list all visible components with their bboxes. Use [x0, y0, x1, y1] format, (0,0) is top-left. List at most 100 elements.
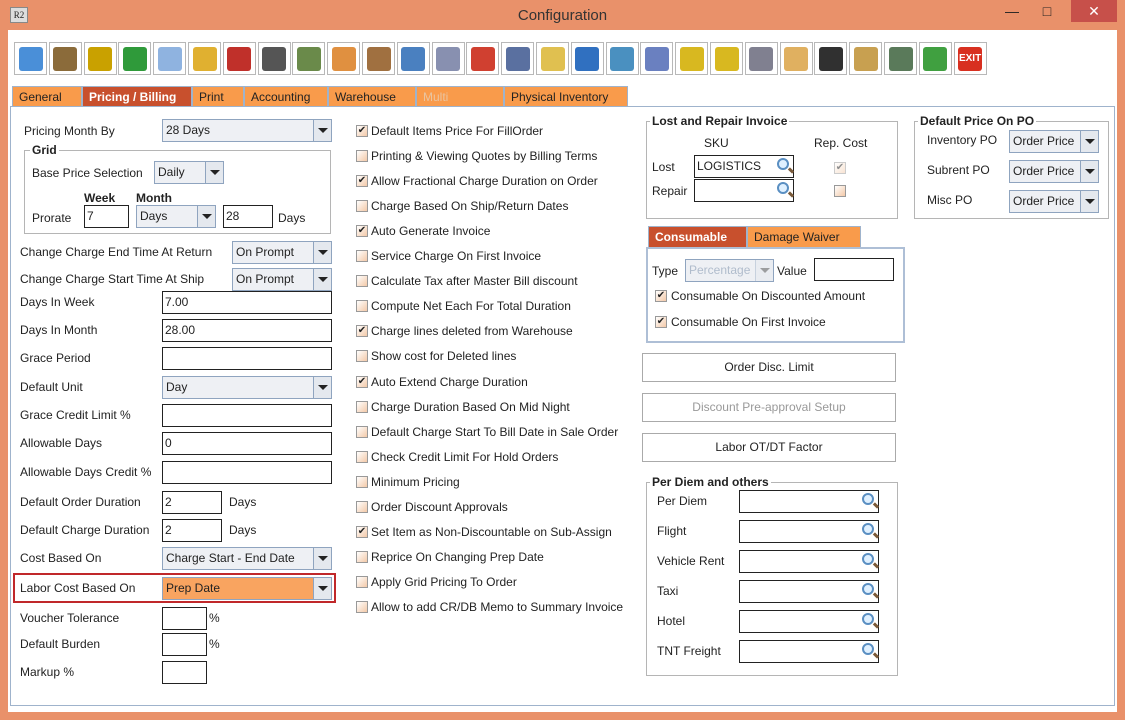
- days-in-week-input[interactable]: 7.00: [162, 291, 332, 314]
- search-icon[interactable]: [862, 583, 874, 595]
- option-checkbox[interactable]: ✔: [356, 175, 368, 188]
- po-price-select[interactable]: Order Price: [1009, 160, 1099, 183]
- toolbar-button[interactable]: [362, 42, 395, 75]
- toolbar-button[interactable]: [118, 42, 152, 75]
- search-icon[interactable]: [777, 182, 789, 194]
- per-diem-input[interactable]: [739, 580, 879, 603]
- search-icon[interactable]: [777, 158, 789, 170]
- toolbar-button[interactable]: [153, 42, 187, 75]
- days-in-month-input[interactable]: 28.00: [162, 319, 332, 342]
- tab-print[interactable]: Print: [192, 86, 244, 107]
- option-checkbox[interactable]: [356, 350, 368, 363]
- order-disc-limit-button[interactable]: Order Disc. Limit: [642, 353, 896, 382]
- toolbar-button[interactable]: [536, 42, 569, 75]
- grace-period-input[interactable]: [162, 347, 332, 370]
- po-price-select[interactable]: Order Price: [1009, 130, 1099, 153]
- toolbar-button[interactable]: [501, 42, 535, 75]
- toolbar-button[interactable]: [431, 42, 465, 75]
- po-price-select[interactable]: Order Price: [1009, 190, 1099, 213]
- cost-based-on-select[interactable]: Charge Start - End Date: [162, 547, 332, 570]
- option-checkbox[interactable]: [356, 250, 368, 263]
- option-checkbox[interactable]: [356, 475, 368, 488]
- toolbar-button[interactable]: [327, 42, 361, 75]
- per-diem-input[interactable]: [739, 490, 879, 513]
- option-checkbox[interactable]: [356, 600, 368, 613]
- start-time-select[interactable]: On Prompt: [232, 268, 332, 291]
- option-checkbox[interactable]: ✔: [356, 325, 368, 338]
- option-checkbox[interactable]: [356, 300, 368, 313]
- toolbar-button[interactable]: [605, 42, 639, 75]
- labor-ot-dt-factor-button[interactable]: Labor OT/DT Factor: [642, 433, 896, 462]
- close-button[interactable]: ✕: [1071, 0, 1117, 22]
- minimize-button[interactable]: —: [1005, 3, 1019, 19]
- option-checkbox[interactable]: ✔: [356, 225, 368, 238]
- pricing-month-by-select[interactable]: 28 Days: [162, 119, 332, 142]
- labor-cost-select[interactable]: Prep Date: [162, 577, 332, 600]
- first-invoice-checkbox[interactable]: ✔: [655, 316, 667, 328]
- type-select[interactable]: Percentage: [685, 259, 774, 282]
- value-input[interactable]: [814, 258, 894, 281]
- tab-consumable[interactable]: Consumable: [648, 226, 747, 248]
- tab-damage-waiver[interactable]: Damage Waiver: [747, 226, 861, 248]
- markup-input[interactable]: [162, 661, 207, 684]
- maximize-button[interactable]: □: [1042, 3, 1052, 19]
- tab-accounting[interactable]: Accounting: [244, 86, 328, 107]
- tab-multi-currency[interactable]: Multi Currency: [416, 86, 504, 118]
- allowable-days-credit-input[interactable]: [162, 461, 332, 484]
- search-icon[interactable]: [862, 493, 874, 505]
- charge-duration-input[interactable]: 2: [162, 519, 222, 542]
- search-icon[interactable]: [862, 553, 874, 565]
- toolbar-button[interactable]: [48, 42, 82, 75]
- per-diem-input[interactable]: [739, 640, 879, 663]
- toolbar-button[interactable]: [188, 42, 221, 75]
- option-checkbox[interactable]: [356, 450, 368, 463]
- option-checkbox[interactable]: ✔: [356, 125, 368, 137]
- repair-sku-input[interactable]: [694, 179, 794, 202]
- option-checkbox[interactable]: ✔: [356, 375, 368, 388]
- option-checkbox[interactable]: [356, 200, 368, 213]
- prorate-month-input[interactable]: 28: [223, 205, 273, 228]
- toolbar-button[interactable]: [675, 42, 709, 75]
- toolbar-button[interactable]: [466, 42, 500, 75]
- option-checkbox[interactable]: [356, 425, 368, 438]
- toolbar-button[interactable]: [257, 42, 291, 75]
- tab-warehouse[interactable]: Warehouse: [328, 86, 416, 107]
- lost-sku-input[interactable]: LOGISTICS: [694, 155, 794, 178]
- end-time-select[interactable]: On Prompt: [232, 241, 332, 264]
- tab-general[interactable]: General: [12, 86, 82, 107]
- toolbar-button[interactable]: [83, 42, 117, 75]
- base-price-select[interactable]: Daily: [154, 161, 224, 184]
- discounted-amount-checkbox[interactable]: ✔: [655, 290, 667, 302]
- toolbar-button[interactable]: [222, 42, 256, 75]
- toolbar-button[interactable]: [918, 42, 952, 75]
- option-checkbox[interactable]: [356, 275, 368, 288]
- search-icon[interactable]: [862, 523, 874, 535]
- prorate-week-input[interactable]: 7: [84, 205, 129, 228]
- toolbar-button[interactable]: [814, 42, 848, 75]
- toolbar-button[interactable]: EXIT: [953, 42, 987, 75]
- toolbar-button[interactable]: [744, 42, 778, 75]
- search-icon[interactable]: [862, 643, 874, 655]
- toolbar-button[interactable]: [292, 42, 326, 75]
- lost-rep-cost-checkbox[interactable]: ✔: [834, 162, 846, 174]
- option-checkbox[interactable]: [356, 400, 368, 413]
- order-duration-input[interactable]: 2: [162, 491, 222, 514]
- tab-physical-inventory[interactable]: Physical Inventory: [504, 86, 628, 107]
- toolbar-button[interactable]: [710, 42, 743, 75]
- toolbar-button[interactable]: [779, 42, 813, 75]
- per-diem-input[interactable]: [739, 550, 879, 573]
- default-burden-input[interactable]: [162, 633, 207, 656]
- option-checkbox[interactable]: [356, 150, 368, 163]
- toolbar-button[interactable]: [640, 42, 674, 75]
- discount-preapproval-button[interactable]: Discount Pre-approval Setup: [642, 393, 896, 422]
- repair-rep-cost-checkbox[interactable]: [834, 185, 846, 197]
- grace-credit-input[interactable]: [162, 404, 332, 427]
- prorate-month-unit-select[interactable]: Days: [136, 205, 216, 228]
- option-checkbox[interactable]: [356, 575, 368, 588]
- tab-pricing-billing[interactable]: Pricing / Billing: [82, 86, 192, 107]
- per-diem-input[interactable]: [739, 610, 879, 633]
- voucher-tolerance-input[interactable]: [162, 607, 207, 630]
- default-unit-select[interactable]: Day: [162, 376, 332, 399]
- per-diem-input[interactable]: [739, 520, 879, 543]
- toolbar-button[interactable]: [884, 42, 917, 75]
